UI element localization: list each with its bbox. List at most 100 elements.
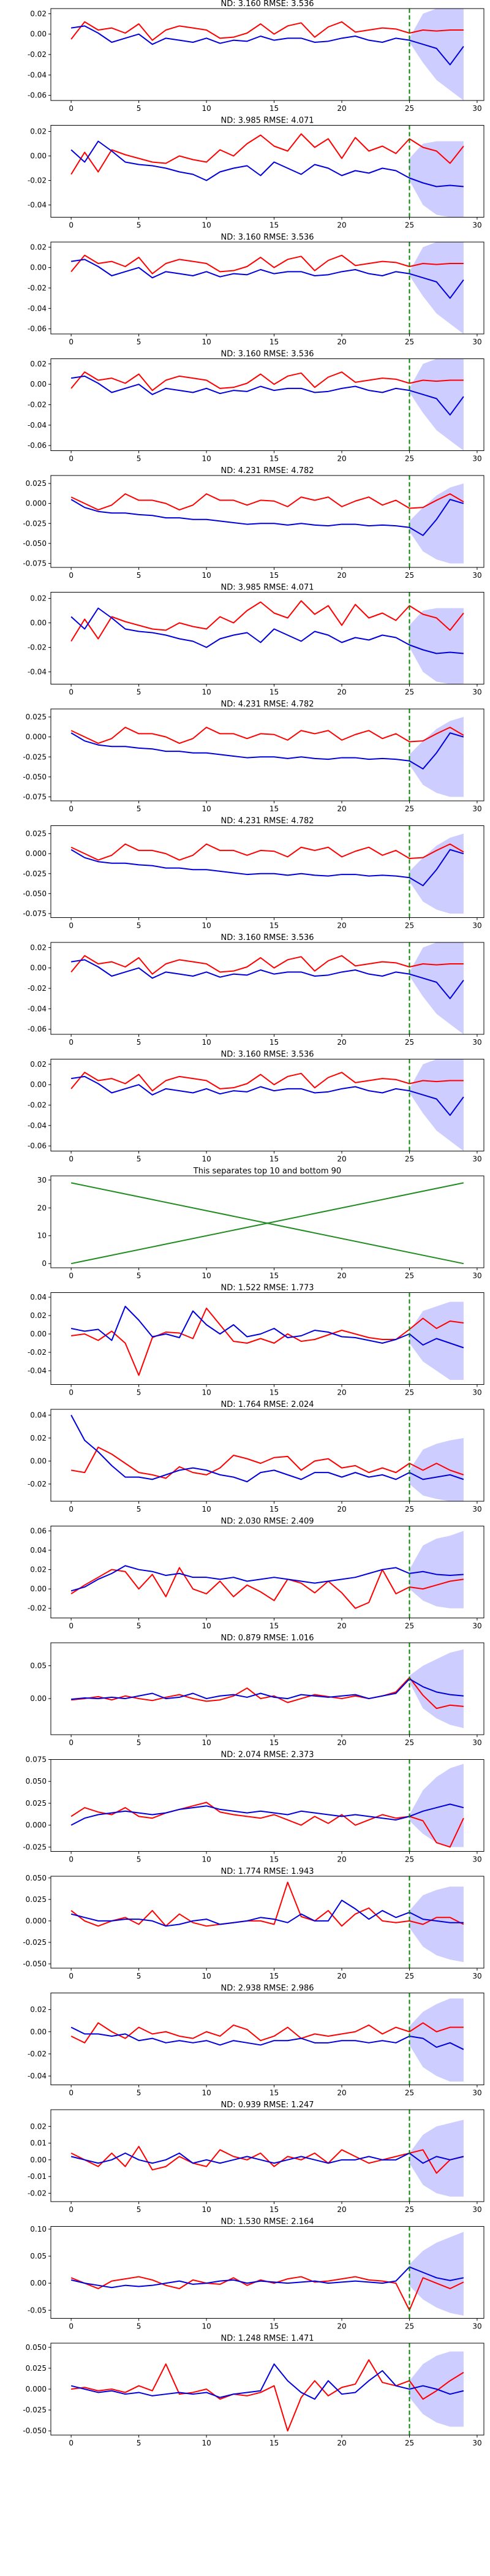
subplot-1: 0 5 10 15 20 25 30 -0.06 -0.04 -0.02 0.00 0.02 ND: 3… bbox=[28, 0, 484, 113]
x-tick-label: 30 bbox=[472, 688, 481, 697]
subplot-title: This separates top 10 and bottom 90 bbox=[193, 1167, 341, 1176]
subplot-16: 0 5 10 15 20 25 30 -0.025 0.000 0.025 0.050 0.075 ND… bbox=[23, 1751, 484, 1864]
y-tick-label: 0.000 bbox=[26, 1821, 47, 1830]
subplot-2: 0 5 10 15 20 25 30 -0.04 -0.02 0.00 0.02 ND: 3.985 … bbox=[28, 116, 484, 230]
x-tick-label: 0 bbox=[69, 922, 74, 930]
subplot-title: ND: 4.231 RMSE: 4.782 bbox=[221, 817, 314, 826]
x-tick-label: 10 bbox=[202, 2205, 211, 2214]
plot-area bbox=[70, 2226, 464, 2319]
x-tick-label: 5 bbox=[137, 2205, 141, 2214]
x-tick-label: 5 bbox=[137, 2089, 141, 2097]
y-tick-label: 10 bbox=[37, 1232, 47, 1240]
x-tick-label: 0 bbox=[69, 1155, 74, 1164]
x-tick-label: 5 bbox=[137, 2439, 141, 2447]
axes-frame bbox=[50, 1642, 484, 1735]
series-line-red bbox=[70, 1567, 464, 1609]
x-tick-label: 30 bbox=[472, 1855, 481, 1864]
x-tick-label: 5 bbox=[137, 221, 141, 230]
x-tick-label: 10 bbox=[202, 1738, 211, 1747]
uncertainty-band bbox=[409, 242, 464, 334]
series-line-red bbox=[70, 21, 464, 41]
y-tick-label: 0.000 bbox=[26, 2385, 47, 2393]
series-line-blue bbox=[70, 2026, 464, 2050]
x-tick-label: 25 bbox=[405, 1038, 414, 1047]
y-tick-label: -0.02 bbox=[28, 284, 47, 292]
x-tick-label: 5 bbox=[137, 2322, 141, 2331]
y-tick-label: -0.02 bbox=[28, 50, 47, 59]
uncertainty-band bbox=[409, 717, 464, 797]
subplot-title: ND: 1.774 RMSE: 1.943 bbox=[221, 1867, 314, 1876]
x-tick-label: 30 bbox=[472, 1155, 481, 1164]
y-tick-label: 0.00 bbox=[30, 2028, 47, 2036]
y-tick-label: -0.02 bbox=[28, 401, 47, 409]
x-tick-label: 25 bbox=[405, 2205, 414, 2214]
y-tick-label: 0.00 bbox=[30, 619, 47, 627]
x-tick-label: 15 bbox=[270, 1505, 279, 1513]
y-tick-label: 0.00 bbox=[30, 2156, 47, 2164]
plot-area bbox=[70, 1993, 464, 2085]
x-tick-label: 0 bbox=[69, 571, 74, 580]
subplot-9: 0 5 10 15 20 25 30 -0.06 -0.04 -0.02 0.00 0.02 ND: 3… bbox=[28, 933, 484, 1047]
uncertainty-band bbox=[409, 1886, 464, 1963]
y-tick-label: -0.050 bbox=[23, 2426, 47, 2435]
x-tick-label: 10 bbox=[202, 1972, 211, 1980]
subplot-10: 0 5 10 15 20 25 30 -0.06 -0.04 -0.02 0.00 0.02 ND: 3… bbox=[28, 1050, 484, 1164]
uncertainty-band bbox=[409, 483, 464, 564]
x-tick-label: 0 bbox=[69, 805, 74, 813]
x-tick-label: 20 bbox=[337, 922, 346, 930]
x-tick-label: 25 bbox=[405, 1855, 414, 1864]
plot-area bbox=[70, 2343, 464, 2435]
x-tick-label: 25 bbox=[405, 2089, 414, 2097]
uncertainty-band bbox=[409, 1531, 464, 1608]
subplot-title: ND: 3.985 RMSE: 4.071 bbox=[221, 583, 314, 593]
y-tick-label: 0.04 bbox=[30, 1293, 47, 1301]
x-tick-label: 15 bbox=[270, 805, 279, 813]
x-tick-label: 5 bbox=[137, 1155, 141, 1164]
x-tick-label: 30 bbox=[472, 1388, 481, 1397]
subplot-15: 0 5 10 15 20 25 30 0.00 0.05 ND: 0.879 RMSE: 1.01… bbox=[30, 1634, 484, 1747]
x-tick-label: 10 bbox=[202, 1038, 211, 1047]
y-tick-label: 0.02 bbox=[30, 2122, 47, 2131]
x-tick-label: 0 bbox=[69, 1038, 74, 1047]
uncertainty-band bbox=[409, 1998, 464, 2082]
subplot-title: ND: 3.160 RMSE: 3.536 bbox=[221, 0, 314, 9]
y-tick-label: 0.00 bbox=[30, 964, 47, 972]
y-tick-label: 0.00 bbox=[30, 152, 47, 161]
y-tick-label: -0.025 bbox=[23, 1938, 47, 1947]
x-tick-label: 30 bbox=[472, 805, 481, 813]
series-line-red bbox=[70, 493, 464, 511]
x-tick-label: 0 bbox=[69, 1505, 74, 1513]
axes-frame bbox=[50, 125, 484, 218]
series-line-blue bbox=[70, 499, 464, 536]
x-tick-label: 0 bbox=[69, 1738, 74, 1747]
axes-frame bbox=[50, 1876, 484, 1969]
series-line-blue bbox=[70, 2266, 464, 2289]
y-tick-label: -0.02 bbox=[28, 2050, 47, 2058]
y-tick-label: 0.04 bbox=[30, 1411, 47, 1419]
plot-area bbox=[71, 1643, 464, 1735]
subplot-title: ND: 1.530 RMSE: 2.164 bbox=[221, 2218, 314, 2227]
series-line-blue bbox=[70, 140, 464, 188]
subplot-20: 0 5 10 15 20 25 30 -0.05 0.00 0.05 0.10 ND: 1.530 R… bbox=[28, 2218, 484, 2331]
subplot-title: ND: 4.231 RMSE: 4.782 bbox=[221, 700, 314, 709]
x-tick-label: 25 bbox=[405, 571, 414, 580]
y-tick-label: 0.00 bbox=[30, 1457, 47, 1465]
subplot-title: ND: 2.938 RMSE: 2.986 bbox=[221, 1984, 314, 1993]
subplot-title: ND: 1.522 RMSE: 1.773 bbox=[221, 1284, 314, 1293]
subplot-12: 0 5 10 15 20 25 30 -0.04 -0.02 0.00 0.02 0.04 ND: 1.… bbox=[28, 1284, 484, 1397]
x-tick-label: 20 bbox=[337, 688, 346, 697]
subplot-11: 0 5 10 15 20 25 30 0 10 20 30 This separates top 10… bbox=[37, 1167, 484, 1280]
x-tick-label: 30 bbox=[472, 2322, 481, 2331]
series-line-red bbox=[70, 1072, 464, 1092]
x-tick-label: 30 bbox=[472, 104, 481, 113]
x-tick-label: 15 bbox=[270, 1388, 279, 1397]
x-tick-label: 10 bbox=[202, 1855, 211, 1864]
plot-area bbox=[70, 2110, 464, 2202]
y-tick-label: 0.10 bbox=[30, 2225, 47, 2233]
y-tick-label: -0.04 bbox=[28, 2072, 47, 2080]
axes-frame bbox=[50, 1292, 484, 1385]
y-tick-label: 0.01 bbox=[30, 2139, 47, 2148]
x-tick-label: 30 bbox=[472, 922, 481, 930]
uncertainty-band bbox=[409, 358, 464, 451]
x-tick-label: 20 bbox=[337, 1038, 346, 1047]
